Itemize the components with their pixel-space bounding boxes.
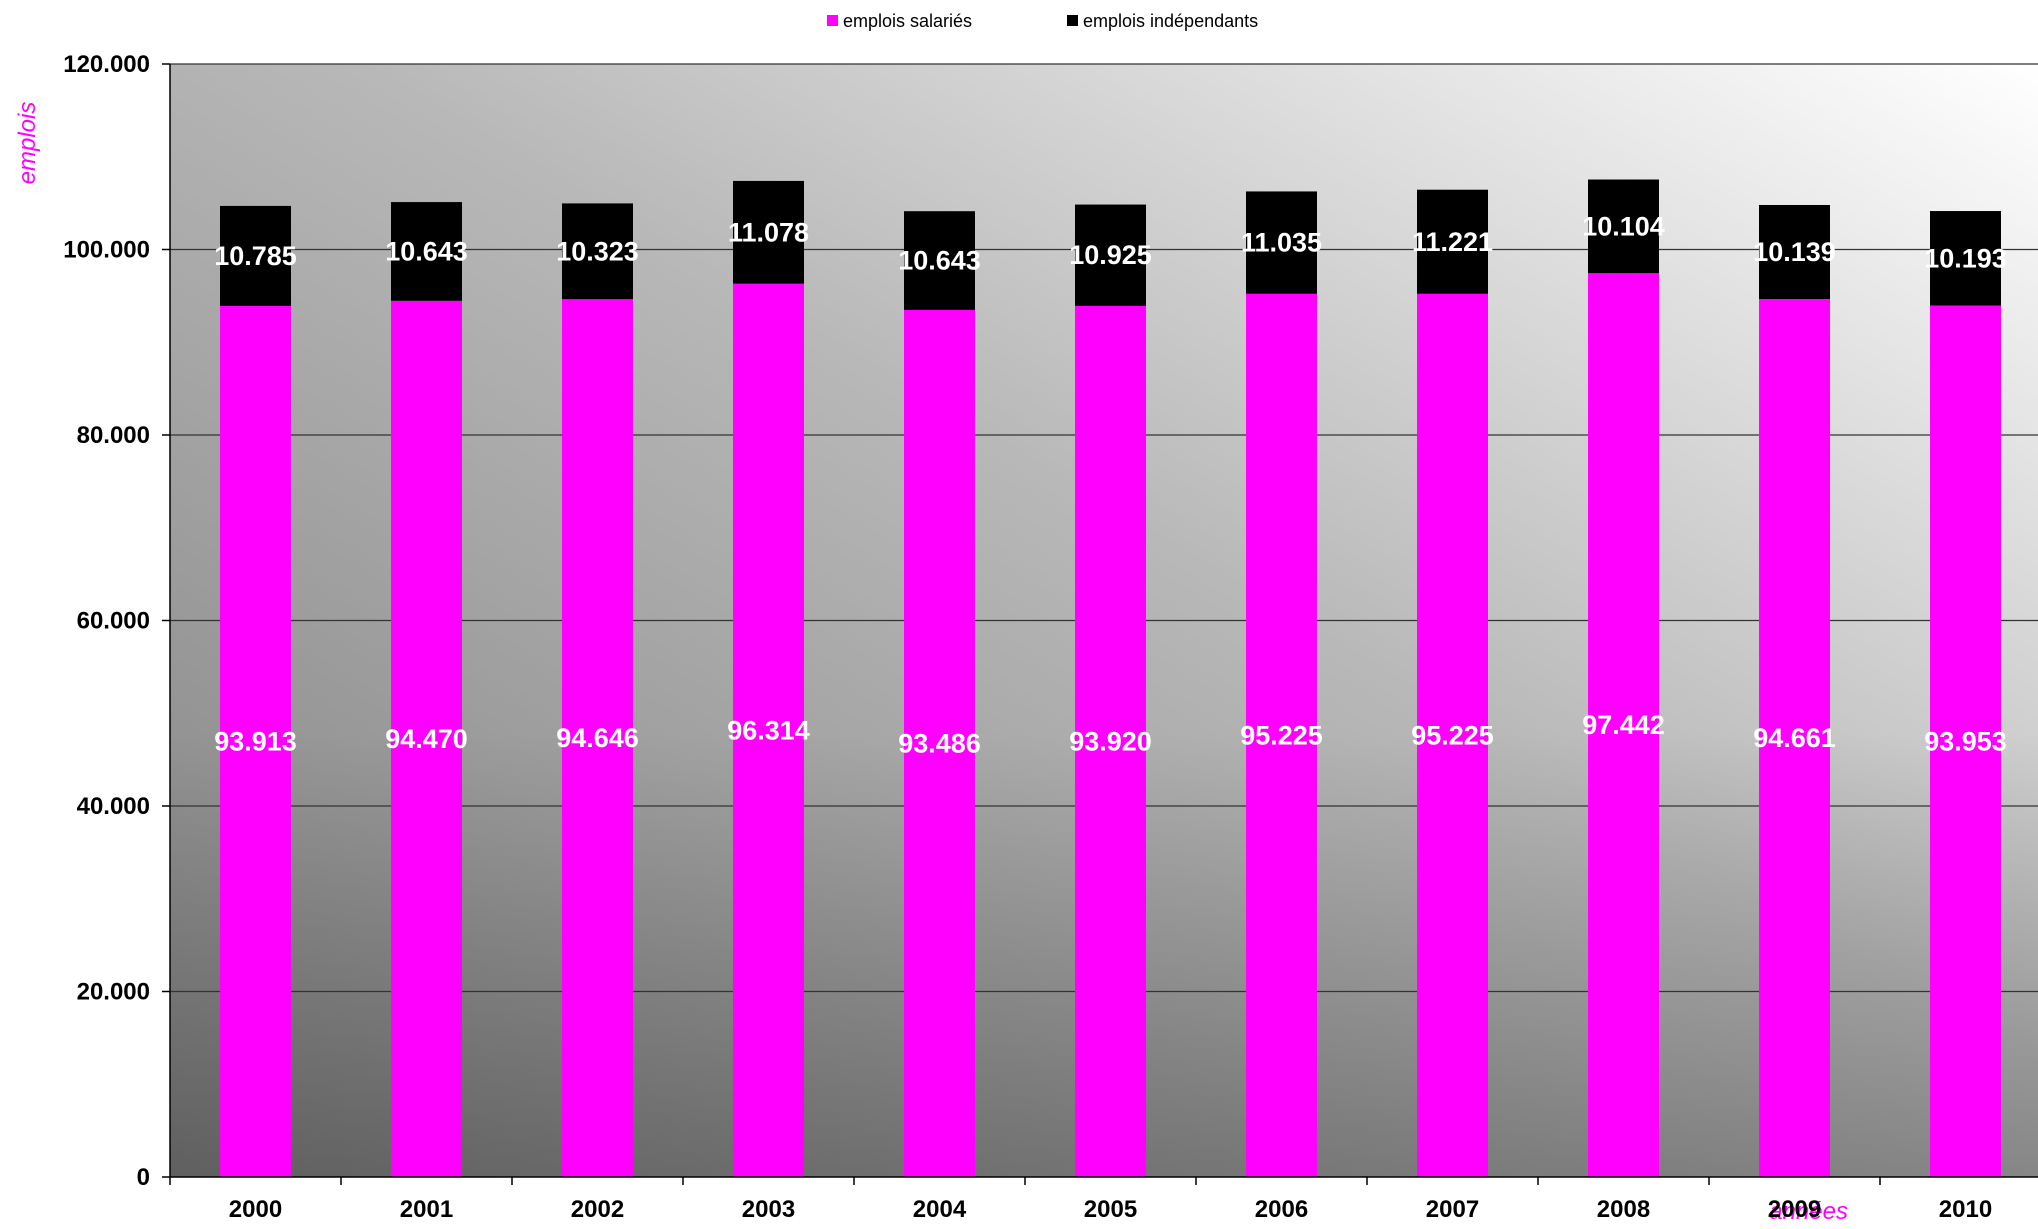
data-label-independants: 10.323 bbox=[556, 236, 639, 266]
data-label-salaries: 97.442 bbox=[1582, 710, 1665, 740]
bar-independants bbox=[562, 203, 633, 300]
x-tick-label: 2006 bbox=[1255, 1196, 1308, 1223]
bar-salaries bbox=[1588, 273, 1659, 1177]
x-tick-label: 2008 bbox=[1597, 1196, 1650, 1223]
bar-independants bbox=[904, 211, 975, 310]
bar-salaries bbox=[391, 300, 462, 1177]
bar-independants bbox=[1246, 191, 1317, 294]
bar-salaries bbox=[1930, 305, 2001, 1177]
data-label-independants: 11.078 bbox=[728, 217, 809, 247]
data-label-salaries: 93.953 bbox=[1924, 726, 2007, 756]
data-label-independants: 10.925 bbox=[1069, 240, 1152, 270]
data-label-independants: 10.139 bbox=[1753, 237, 1836, 267]
bar-independants bbox=[1759, 204, 1830, 300]
y-tick-label: 80.000 bbox=[77, 422, 150, 449]
bar-independants bbox=[391, 202, 462, 301]
data-label-independants: 11.221 bbox=[1412, 227, 1493, 257]
x-tick-label: 2005 bbox=[1084, 1196, 1137, 1223]
data-label-salaries: 93.920 bbox=[1069, 726, 1152, 756]
data-label-salaries: 93.486 bbox=[898, 728, 981, 758]
axes: 0 20.000 40.000 60.000 80.000 100.000 120.000 2… bbox=[63, 51, 2038, 1223]
bar-salaries bbox=[1417, 293, 1488, 1178]
x-tick-label: 2001 bbox=[400, 1196, 453, 1223]
x-tick-label: 2009 bbox=[1768, 1196, 1821, 1223]
y-tick-label: 0 bbox=[137, 1164, 150, 1191]
data-label-independants: 10.193 bbox=[1924, 243, 2007, 273]
data-label-salaries: 95.225 bbox=[1240, 720, 1323, 750]
x-axis-title: années bbox=[1769, 1198, 1848, 1224]
y-tick-label: 20.000 bbox=[77, 979, 150, 1006]
data-label-independants: 10.104 bbox=[1582, 211, 1665, 241]
bar-salaries bbox=[1759, 299, 1830, 1177]
y-tick-label: 60.000 bbox=[77, 608, 150, 635]
data-label-salaries: 94.470 bbox=[385, 724, 468, 754]
y-tick-label: 100.000 bbox=[63, 237, 150, 264]
x-tick-label: 2007 bbox=[1426, 1196, 1479, 1223]
legend-swatch-salaries bbox=[827, 15, 838, 26]
y-tick-label: 120.000 bbox=[63, 51, 150, 78]
legend-swatch-independants bbox=[1067, 15, 1078, 26]
bar-salaries bbox=[562, 299, 633, 1178]
x-tick-label: 2002 bbox=[571, 1196, 624, 1223]
data-label-salaries: 94.646 bbox=[556, 723, 639, 753]
legend: emplois salariés emplois indépendants bbox=[827, 11, 1258, 31]
bar-independants bbox=[1588, 179, 1659, 274]
data-label-independants: 10.643 bbox=[385, 236, 468, 266]
data-label-salaries: 96.314 bbox=[727, 715, 810, 745]
x-tick-label: 2010 bbox=[1939, 1196, 1992, 1223]
x-tick-label: 2003 bbox=[742, 1196, 795, 1223]
y-tick-label: 40.000 bbox=[77, 793, 150, 820]
data-label-independants: 11.035 bbox=[1241, 228, 1322, 258]
bar-independants bbox=[733, 180, 804, 284]
bars bbox=[220, 179, 2001, 1178]
bar-independants bbox=[1930, 211, 2001, 306]
x-tick-label: 2000 bbox=[229, 1196, 282, 1223]
bar-independants bbox=[1417, 189, 1488, 294]
bar-salaries bbox=[1246, 293, 1317, 1178]
bar-salaries bbox=[904, 309, 975, 1177]
data-label-independants: 10.785 bbox=[214, 241, 297, 271]
data-label-independants: 10.643 bbox=[898, 246, 981, 276]
bar-salaries bbox=[733, 283, 804, 1178]
bar-value-labels: 93.913 10.785 94.470 10.643 94.646 10.323 96.3… bbox=[214, 211, 2007, 758]
bar-salaries bbox=[220, 305, 291, 1178]
data-label-salaries: 95.225 bbox=[1411, 720, 1494, 750]
bar-salaries bbox=[1075, 305, 1146, 1178]
data-label-salaries: 94.661 bbox=[1753, 723, 1836, 753]
data-label-salaries: 93.913 bbox=[214, 726, 297, 756]
legend-label-salaries: emplois salariés bbox=[843, 11, 972, 31]
y-axis-title: emplois bbox=[14, 102, 41, 185]
bar-independants bbox=[1075, 204, 1146, 306]
bar-independants bbox=[220, 205, 291, 306]
x-tick-label: 2004 bbox=[913, 1196, 967, 1223]
legend-label-independants: emplois indépendants bbox=[1083, 11, 1258, 31]
